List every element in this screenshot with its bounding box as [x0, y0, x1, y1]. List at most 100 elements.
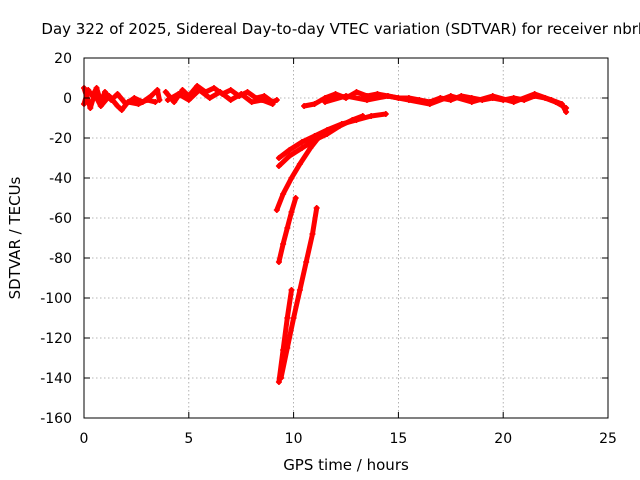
data-point	[284, 345, 291, 351]
data-point	[171, 99, 178, 105]
y-tick-label: -140	[40, 371, 72, 387]
data-point	[548, 97, 555, 103]
x-axis-label: GPS time / hours	[283, 456, 409, 474]
data-point	[91, 91, 98, 97]
data-point	[175, 91, 182, 97]
data-point	[185, 97, 192, 103]
data-point	[286, 153, 293, 159]
data-point	[227, 97, 234, 103]
x-tick-label: 15	[389, 431, 407, 447]
data-point	[206, 95, 213, 101]
series-track-j	[275, 195, 299, 265]
data-point	[353, 89, 360, 95]
data-point	[143, 97, 150, 103]
data-point	[269, 101, 276, 107]
data-point	[336, 123, 343, 129]
data-point	[359, 113, 366, 119]
data-point	[284, 225, 291, 231]
data-point	[275, 155, 282, 161]
data-point	[288, 175, 295, 181]
data-point	[531, 91, 538, 97]
data-point	[298, 145, 305, 151]
data-point	[382, 111, 389, 117]
data-point	[210, 85, 217, 91]
y-tick-label: -40	[49, 171, 72, 187]
data-point	[296, 161, 303, 167]
data-point	[288, 209, 295, 215]
data-point	[259, 97, 266, 103]
data-point	[131, 95, 138, 101]
data-point	[194, 83, 201, 89]
data-point	[162, 89, 169, 95]
data-point	[563, 109, 570, 115]
data-point	[309, 231, 316, 237]
x-tick-label: 25	[599, 431, 617, 447]
data-point	[148, 93, 155, 99]
data-point	[384, 93, 391, 99]
data-point	[93, 85, 100, 91]
data-point	[114, 91, 121, 97]
data-point	[244, 89, 251, 95]
data-point	[311, 101, 318, 107]
data-point	[349, 117, 356, 123]
data-point	[114, 103, 121, 109]
data-point	[447, 93, 454, 99]
data-point	[468, 99, 475, 105]
data-point	[275, 163, 282, 169]
axis-ticks: 0 5 10 15 20 25 20 0 -20 -40 -60 -80 -100 -120 -140 -16…	[40, 51, 617, 447]
y-tick-label: 20	[54, 51, 72, 67]
data-point	[217, 89, 224, 95]
x-tick-label: 0	[80, 431, 89, 447]
data-point	[343, 93, 349, 99]
y-tick-label: -160	[40, 411, 72, 427]
data-point	[426, 101, 433, 107]
series-track-h	[275, 113, 366, 169]
data-point	[118, 107, 125, 113]
data-point	[280, 191, 287, 197]
grid-lines	[84, 58, 608, 418]
y-tick-label: 0	[63, 91, 72, 107]
data-point	[313, 137, 320, 143]
series-track-f	[322, 91, 570, 115]
data-point	[292, 195, 299, 201]
y-tick-label: -60	[49, 211, 72, 227]
series-line	[274, 137, 320, 213]
series-track-l	[278, 205, 320, 381]
chart-title: Day 322 of 2025, Sidereal Day-to-day VTE…	[41, 20, 640, 38]
x-tick-label: 5	[184, 431, 193, 447]
data-point	[135, 101, 142, 107]
data-point	[298, 139, 305, 145]
data-point	[154, 87, 161, 93]
data-point	[101, 89, 108, 95]
x-tick-label: 20	[494, 431, 512, 447]
data-point	[125, 99, 132, 105]
series-track-g	[275, 111, 389, 161]
data-point	[278, 375, 285, 381]
data-point	[303, 259, 310, 265]
data-point	[227, 87, 234, 93]
data-point	[296, 287, 303, 293]
data-point	[152, 99, 159, 105]
data-point	[558, 101, 565, 107]
data-point	[275, 259, 282, 265]
data-point	[164, 97, 171, 103]
data-point	[405, 97, 412, 103]
data-point	[368, 113, 375, 119]
plot-frame	[83, 57, 609, 419]
data-point	[275, 379, 282, 385]
data-point	[196, 87, 203, 93]
data-point	[290, 315, 297, 321]
data-point	[510, 99, 517, 105]
y-tick-label: -20	[49, 131, 72, 147]
data-point	[248, 99, 255, 105]
data-point	[322, 99, 329, 105]
data-point	[273, 97, 280, 103]
data-point	[363, 97, 370, 103]
series-line	[276, 113, 366, 169]
data-point	[179, 87, 186, 93]
data-point	[97, 103, 104, 109]
y-axis-label: SDTVAR / TECUs	[6, 176, 24, 299]
data-point	[307, 145, 314, 151]
data-point	[273, 207, 280, 213]
data-point	[87, 105, 94, 111]
